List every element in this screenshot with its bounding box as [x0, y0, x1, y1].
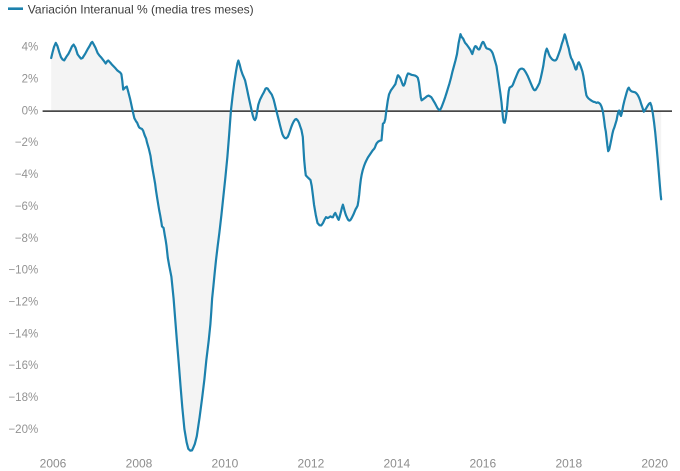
svg-text:2010: 2010: [212, 457, 239, 471]
svg-text:−4%: −4%: [15, 169, 38, 181]
svg-text:−20%: −20%: [8, 424, 38, 436]
svg-text:−6%: −6%: [15, 201, 38, 213]
svg-text:4%: 4%: [22, 42, 39, 54]
svg-text:−10%: −10%: [8, 265, 38, 277]
svg-text:2006: 2006: [40, 457, 67, 471]
svg-text:0%: 0%: [22, 105, 39, 117]
svg-text:−2%: −2%: [15, 137, 38, 149]
svg-text:2016: 2016: [469, 457, 496, 471]
svg-text:−8%: −8%: [15, 233, 38, 245]
svg-text:2012: 2012: [298, 457, 325, 471]
svg-text:2%: 2%: [22, 73, 39, 85]
svg-text:−14%: −14%: [8, 328, 38, 340]
svg-text:Variación Interanual % (media: Variación Interanual % (media tres meses…: [28, 2, 254, 16]
svg-text:2018: 2018: [555, 457, 582, 471]
svg-text:−18%: −18%: [8, 392, 38, 404]
svg-text:2020: 2020: [641, 457, 668, 471]
svg-text:2014: 2014: [383, 457, 410, 471]
svg-text:−12%: −12%: [8, 297, 38, 309]
svg-text:−16%: −16%: [8, 360, 38, 372]
svg-text:2008: 2008: [126, 457, 153, 471]
